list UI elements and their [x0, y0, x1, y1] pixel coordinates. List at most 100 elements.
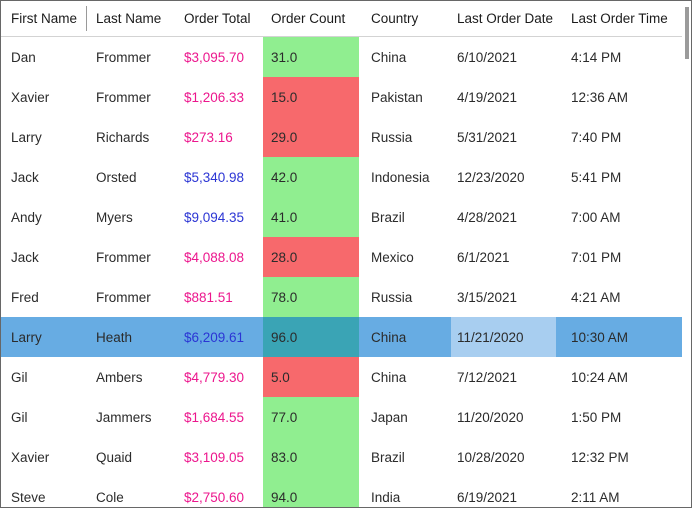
cell-order-total[interactable]: $6,209.61	[184, 329, 245, 345]
table-row[interactable]: Xavier Quaid $3,109.05 83.0 Brazil 10/28/2020…	[1, 437, 682, 477]
cell-country[interactable]: Japan	[371, 409, 408, 425]
cell-last-order-time[interactable]: 7:40 PM	[571, 129, 622, 145]
cell-order-total[interactable]: $9,094.35	[184, 209, 245, 225]
cell-order-total[interactable]: $881.51	[184, 289, 233, 305]
table-row[interactable]: Jack Frommer $4,088.08 28.0 Mexico 6/1/2021 7:…	[1, 237, 682, 277]
cell-country[interactable]: Pakistan	[371, 89, 423, 105]
cell-first-name[interactable]: Gil	[11, 409, 28, 425]
cell-first-name[interactable]: Fred	[11, 289, 39, 305]
cell-last-order-time[interactable]: 10:24 AM	[571, 369, 629, 385]
cell-country[interactable]: China	[371, 329, 407, 345]
cell-order-total[interactable]: $1,684.55	[184, 409, 245, 425]
cell-order-total[interactable]: $2,750.60	[184, 489, 245, 505]
cell-first-name[interactable]: Larry	[11, 329, 42, 345]
cell-order-count[interactable]: 83.0	[263, 437, 359, 477]
cell-last-order-time[interactable]: 12:32 PM	[571, 449, 629, 465]
cell-last-order-time[interactable]: 7:01 PM	[571, 249, 622, 265]
table-row[interactable]: Larry Richards $273.16 29.0 Russia 5/31/2021 7…	[1, 117, 682, 157]
vertical-scrollbar[interactable]	[682, 1, 691, 507]
cell-first-name[interactable]: Andy	[11, 209, 42, 225]
cell-last-name[interactable]: Frommer	[96, 89, 151, 105]
cell-order-count[interactable]: 94.0	[263, 477, 359, 507]
cell-last-name[interactable]: Cole	[96, 489, 124, 505]
cell-order-count[interactable]: 29.0	[263, 117, 359, 157]
column-header-order-count[interactable]: Order Count	[271, 11, 346, 26]
cell-last-order-date[interactable]: 10/28/2020	[457, 449, 525, 465]
cell-last-order-time[interactable]: 2:11 AM	[571, 489, 620, 505]
cell-last-order-date[interactable]: 12/23/2020	[457, 169, 525, 185]
table-row[interactable]: Jack Orsted $5,340.98 42.0 Indonesia 12/23/20…	[1, 157, 682, 197]
column-header-last-name[interactable]: Last Name	[96, 11, 162, 26]
cell-last-order-date[interactable]: 6/10/2021	[457, 49, 518, 65]
cell-order-count[interactable]: 5.0	[263, 357, 359, 397]
cell-first-name[interactable]: Xavier	[11, 449, 50, 465]
cell-last-name[interactable]: Quaid	[96, 449, 133, 465]
cell-country[interactable]: Russia	[371, 129, 413, 145]
cell-last-order-time[interactable]: 10:30 AM	[571, 329, 629, 345]
table-row[interactable]: Steve Cole $2,750.60 94.0 India 6/19/2021 2:11…	[1, 477, 682, 507]
cell-order-total[interactable]: $4,088.08	[184, 249, 245, 265]
column-header-country[interactable]: Country	[371, 11, 419, 26]
cell-last-name[interactable]: Heath	[96, 329, 133, 345]
cell-last-name[interactable]: Myers	[96, 209, 133, 225]
cell-last-order-date[interactable]: 4/19/2021	[457, 89, 518, 105]
table-row[interactable]: Andy Myers $9,094.35 41.0 Brazil 4/28/2021 7:0…	[1, 197, 682, 237]
cell-order-count[interactable]: 96.0	[263, 317, 359, 357]
cell-first-name[interactable]: Xavier	[11, 89, 50, 105]
cell-country[interactable]: Mexico	[371, 249, 414, 265]
table-row[interactable]: Gil Ambers $4,779.30 5.0 China 7/12/2021 10:24…	[1, 357, 682, 397]
cell-order-total[interactable]: $1,206.33	[184, 89, 245, 105]
cell-country[interactable]: Brazil	[371, 449, 405, 465]
column-header-order-total[interactable]: Order Total	[184, 11, 251, 26]
cell-last-order-time[interactable]: 1:50 PM	[571, 409, 622, 425]
column-header-last-order-date[interactable]: Last Order Date	[457, 11, 554, 26]
cell-country[interactable]: Brazil	[371, 209, 405, 225]
column-header-first-name[interactable]: First Name	[11, 11, 78, 26]
cell-last-order-date[interactable]: 11/20/2020	[457, 409, 524, 425]
cell-last-order-date[interactable]: 7/12/2021	[457, 369, 518, 385]
cell-last-order-date[interactable]: 6/1/2021	[457, 249, 510, 265]
cell-first-name[interactable]: Steve	[11, 489, 46, 505]
cell-last-name[interactable]: Frommer	[96, 289, 151, 305]
cell-order-count[interactable]: 78.0	[263, 277, 359, 317]
cell-last-order-time[interactable]: 7:00 AM	[571, 209, 621, 225]
cell-first-name[interactable]: Gil	[11, 369, 28, 385]
cell-last-name[interactable]: Jammers	[96, 409, 152, 425]
cell-order-total[interactable]: $3,095.70	[184, 49, 245, 65]
cell-last-name[interactable]: Richards	[96, 129, 150, 145]
vertical-scrollbar-thumb[interactable]	[685, 7, 689, 59]
cell-country[interactable]: China	[371, 369, 407, 385]
cell-first-name[interactable]: Jack	[11, 169, 39, 185]
cell-last-name[interactable]: Frommer	[96, 49, 151, 65]
cell-last-order-time[interactable]: 5:41 PM	[571, 169, 622, 185]
cell-last-order-time[interactable]: 4:14 PM	[571, 49, 622, 65]
cell-country[interactable]: China	[371, 49, 407, 65]
cell-last-order-date[interactable]: 4/28/2021	[457, 209, 518, 225]
cell-order-count[interactable]: 41.0	[263, 197, 359, 237]
cell-last-order-time[interactable]: 12:36 AM	[571, 89, 629, 105]
cell-order-count[interactable]: 42.0	[263, 157, 359, 197]
cell-last-order-date[interactable]: 6/19/2021	[457, 489, 518, 505]
cell-order-total[interactable]: $273.16	[184, 129, 233, 145]
cell-last-name[interactable]: Orsted	[96, 169, 137, 185]
table-row[interactable]: Xavier Frommer $1,206.33 15.0 Pakistan 4/19/2…	[1, 77, 682, 117]
cell-order-count[interactable]: 28.0	[263, 237, 359, 277]
table-row[interactable]: Larry Heath $6,209.61 96.0 China 11/21/2020 10…	[1, 317, 682, 357]
cell-last-order-date[interactable]: 11/21/2020	[451, 317, 556, 357]
table-row[interactable]: Dan Frommer $3,095.70 31.0 China 6/10/2021 4:1…	[1, 37, 682, 77]
cell-last-order-time[interactable]: 4:21 AM	[571, 289, 621, 305]
cell-order-total[interactable]: $5,340.98	[184, 169, 245, 185]
cell-first-name[interactable]: Larry	[11, 129, 42, 145]
cell-last-order-date[interactable]: 5/31/2021	[457, 129, 518, 145]
cell-first-name[interactable]: Dan	[11, 49, 36, 65]
column-header-last-order-time[interactable]: Last Order Time	[571, 11, 668, 26]
cell-order-count[interactable]: 77.0	[263, 397, 359, 437]
cell-country[interactable]: India	[371, 489, 401, 505]
cell-last-name[interactable]: Frommer	[96, 249, 151, 265]
cell-last-order-date[interactable]: 3/15/2021	[457, 289, 518, 305]
cell-order-count[interactable]: 15.0	[263, 77, 359, 117]
cell-last-name[interactable]: Ambers	[96, 369, 143, 385]
cell-country[interactable]: Indonesia	[371, 169, 430, 185]
table-row[interactable]: Fred Frommer $881.51 78.0 Russia 3/15/2021 4:2…	[1, 277, 682, 317]
cell-order-count[interactable]: 31.0	[263, 37, 359, 77]
